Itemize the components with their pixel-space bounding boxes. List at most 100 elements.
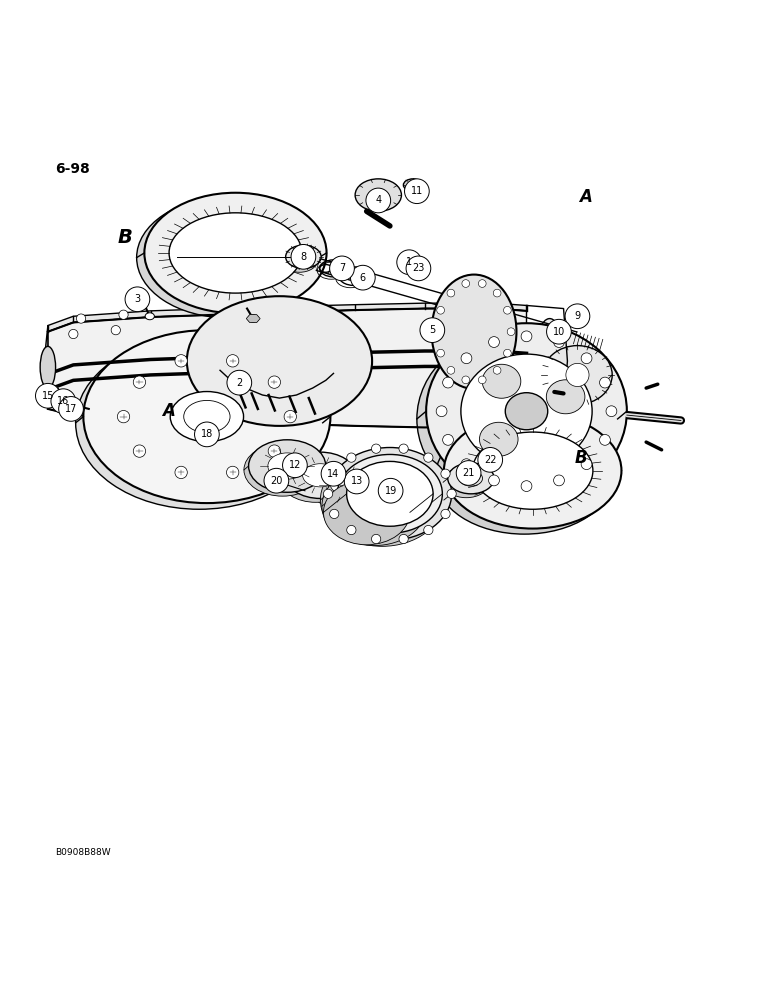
Circle shape [119,310,128,319]
Text: 3: 3 [134,294,141,304]
Ellipse shape [505,393,547,430]
Ellipse shape [169,213,302,293]
Ellipse shape [144,193,327,313]
Ellipse shape [187,296,372,426]
Ellipse shape [248,315,259,322]
Circle shape [283,453,307,478]
Circle shape [269,474,281,486]
Circle shape [489,337,499,347]
Circle shape [600,377,611,388]
Text: 22: 22 [484,455,496,465]
Ellipse shape [461,354,592,468]
Circle shape [433,328,441,336]
Circle shape [399,534,408,544]
Circle shape [447,366,455,374]
Text: 16: 16 [57,396,69,406]
Text: 23: 23 [412,263,425,273]
Text: 11: 11 [411,186,423,196]
Circle shape [347,453,356,462]
Circle shape [462,376,469,384]
Text: A: A [162,402,174,420]
Circle shape [424,525,433,535]
Circle shape [46,385,59,399]
Ellipse shape [448,463,494,494]
Circle shape [350,265,375,290]
Circle shape [297,251,310,263]
Ellipse shape [328,448,452,540]
Circle shape [489,475,499,486]
Circle shape [323,489,333,498]
Circle shape [284,410,296,423]
Circle shape [437,349,445,357]
Ellipse shape [417,331,618,507]
Circle shape [291,244,316,269]
Polygon shape [246,315,260,323]
Circle shape [424,453,433,462]
Ellipse shape [280,456,351,502]
Circle shape [493,289,501,297]
Circle shape [461,353,472,364]
Circle shape [566,363,589,387]
Circle shape [606,406,617,417]
Ellipse shape [347,461,433,526]
Circle shape [479,376,486,384]
Text: 7: 7 [339,263,345,273]
Ellipse shape [534,319,565,404]
Circle shape [479,280,486,287]
Text: B0908B88W: B0908B88W [56,848,111,857]
Circle shape [59,397,83,421]
Circle shape [227,370,252,395]
Circle shape [125,287,150,312]
Circle shape [600,434,611,445]
Circle shape [330,469,339,478]
Ellipse shape [59,394,65,398]
Ellipse shape [337,454,442,533]
Circle shape [344,469,369,494]
Circle shape [436,406,447,417]
Circle shape [69,329,78,339]
Circle shape [330,256,354,281]
Ellipse shape [137,197,319,318]
Ellipse shape [435,418,613,534]
Circle shape [521,481,532,492]
Circle shape [554,475,564,486]
Ellipse shape [543,346,612,404]
Text: 9: 9 [574,311,581,321]
Circle shape [447,489,456,498]
Ellipse shape [323,480,410,545]
Circle shape [371,534,381,544]
Circle shape [264,468,289,493]
Text: 2: 2 [236,378,242,388]
Polygon shape [44,326,48,409]
Ellipse shape [330,475,361,495]
Text: 17: 17 [65,404,77,414]
Ellipse shape [40,346,56,388]
Circle shape [195,422,219,447]
Ellipse shape [547,380,585,414]
Circle shape [442,377,453,388]
Circle shape [111,326,120,335]
Circle shape [405,179,429,204]
Circle shape [175,355,188,367]
Ellipse shape [443,467,489,498]
Circle shape [321,461,346,486]
Ellipse shape [285,452,356,498]
Text: 15: 15 [42,391,54,401]
Circle shape [478,448,503,472]
Circle shape [268,445,280,457]
Circle shape [441,509,450,519]
Circle shape [581,353,592,364]
Circle shape [330,509,339,519]
Ellipse shape [282,249,317,272]
Text: 4: 4 [375,195,381,205]
Circle shape [134,445,146,457]
Circle shape [456,461,481,485]
Ellipse shape [538,350,608,409]
Circle shape [406,256,431,281]
Circle shape [366,188,391,213]
Ellipse shape [76,336,323,509]
Circle shape [507,328,515,336]
Ellipse shape [479,422,518,456]
Text: 8: 8 [300,252,306,262]
Circle shape [117,410,130,423]
